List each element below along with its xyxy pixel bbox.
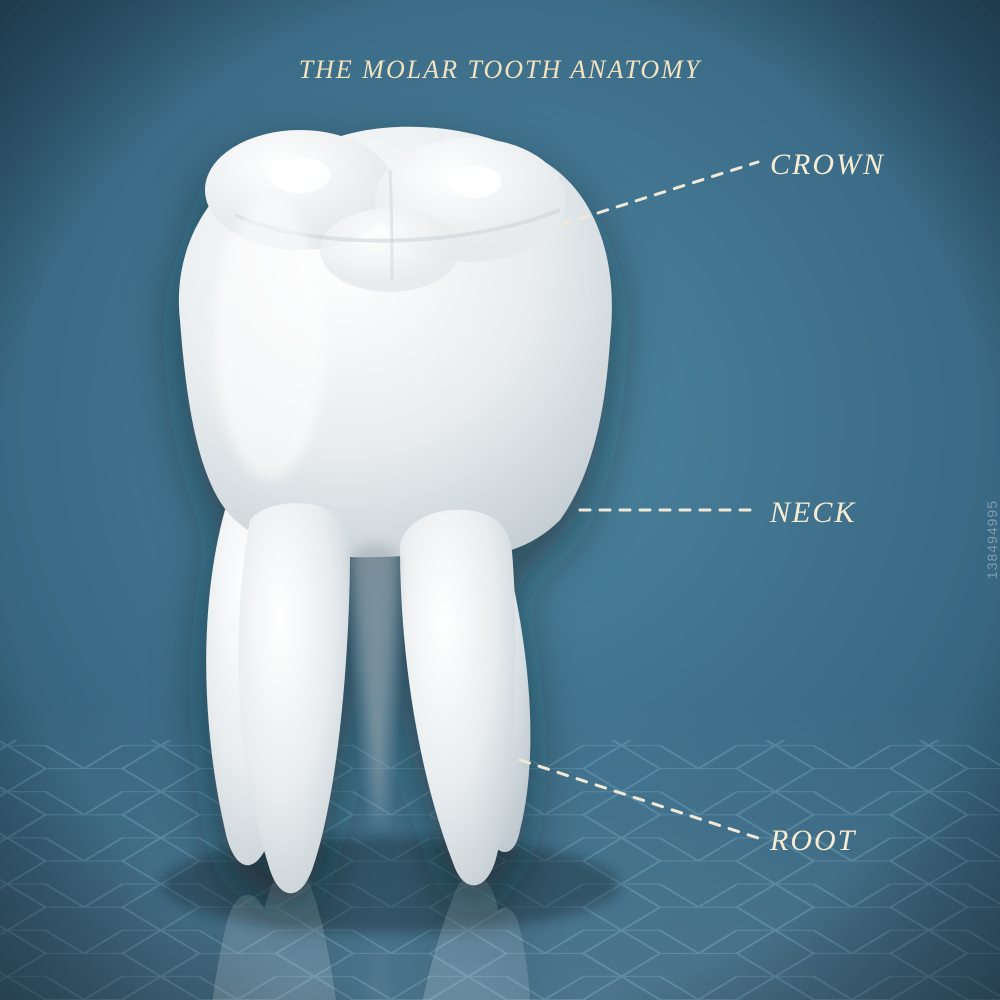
- label-crown: CROWN: [770, 148, 885, 182]
- diagram-title: THE MOLAR TOOTH ANATOMY: [0, 55, 1000, 85]
- watermark-id: 138494995: [984, 500, 1000, 579]
- label-root: ROOT: [770, 824, 856, 858]
- infographic-stage: THE MOLAR TOOTH ANATOMY CROWN NECK ROOT …: [0, 0, 1000, 1000]
- label-neck: NECK: [770, 496, 856, 530]
